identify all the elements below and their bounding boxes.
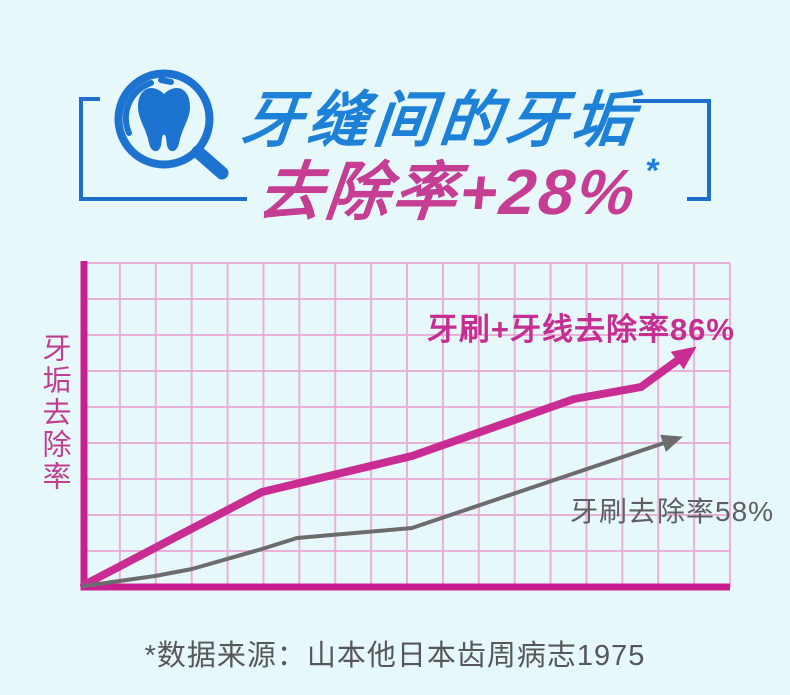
headline-line2: 去除率+28%* (254, 152, 661, 239)
y-axis-label: 牙垢去除率 (38, 333, 70, 493)
magnifier-handle (191, 145, 229, 180)
tooth-magnifier-icon (114, 69, 229, 180)
tooth-icon (138, 87, 190, 152)
headline-line2-text: 去除率+28% (255, 156, 642, 228)
chart-grid (84, 262, 731, 587)
magnifier-glare-arc (122, 80, 154, 136)
series-label-floss: 牙刷+牙线去除率86% (426, 312, 735, 347)
series-label-brush: 牙刷去除率58% (570, 496, 775, 527)
magnifier-ring (114, 69, 214, 169)
data-source-note: *数据来源：山本他日本齿周病志1975 (144, 640, 646, 672)
chart-series (80, 346, 697, 589)
title-bracket-right (633, 99, 711, 201)
magnifier-glare-dash (158, 77, 174, 85)
headline-line1: 牙缝间的牙垢 (238, 86, 642, 154)
title-bracket-left (79, 97, 247, 201)
chart-axes (80, 261, 730, 591)
